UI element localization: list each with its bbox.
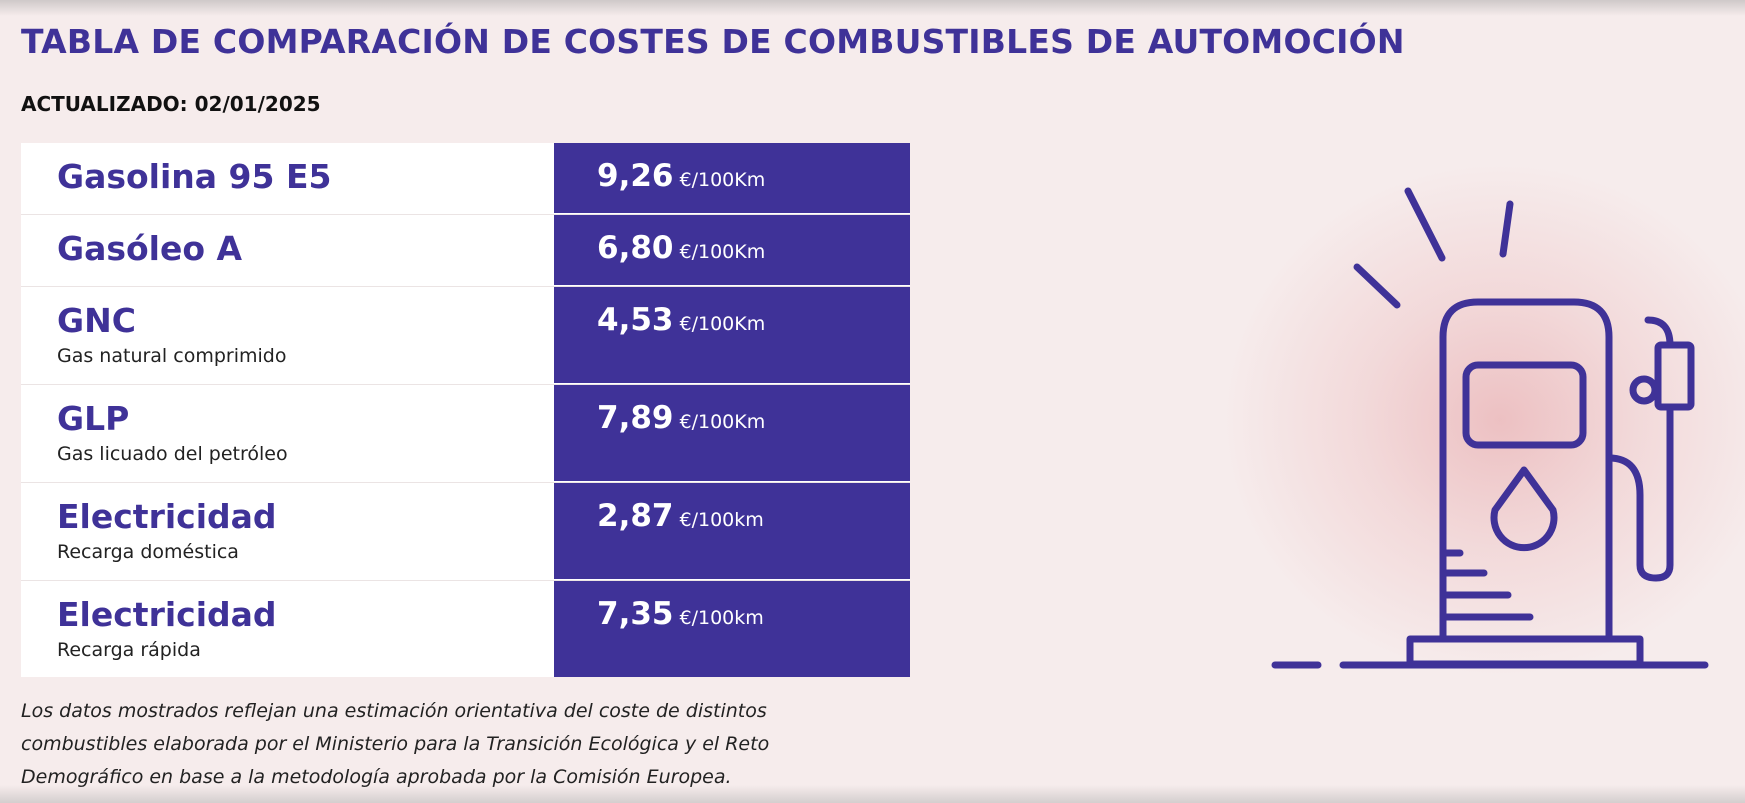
updated-date: ACTUALIZADO: 02/01/2025: [21, 92, 321, 116]
table-row: GNC Gas natural comprimido 4,53 €/100Km: [21, 287, 910, 385]
fuel-price: 7,35: [597, 596, 674, 632]
fuel-name-cell: GLP Gas licuado del petróleo: [21, 385, 554, 482]
fuel-price: 9,26: [597, 158, 674, 194]
fuel-name: GNC: [57, 301, 136, 340]
fuel-price-cell: 7,89 €/100Km: [554, 385, 910, 482]
fuel-price: 2,87: [597, 498, 674, 534]
fuel-name: GLP: [57, 399, 130, 438]
fuel-cost-table: Gasolina 95 E5 9,26 €/100Km Gasóleo A 6,8…: [21, 143, 910, 677]
price-unit: €/100Km: [679, 313, 766, 335]
bottom-shadow: [0, 785, 1745, 803]
fuel-name: Electricidad: [57, 497, 277, 536]
footnote: Los datos mostrados reflejan una estimac…: [21, 700, 770, 788]
fuel-price-cell: 2,87 €/100km: [554, 483, 910, 580]
page-title: TABLA DE COMPARACIÓN DE COSTES DE COMBUS…: [21, 22, 1405, 61]
fuel-price: 7,89: [597, 400, 674, 436]
fuel-name: Electricidad: [57, 595, 277, 634]
fuel-name-cell: Electricidad Recarga rápida: [21, 581, 554, 677]
fuel-subtitle: Recarga rápida: [57, 639, 201, 661]
fuel-price: 6,80: [597, 230, 674, 266]
fuel-price-cell: 9,26 €/100Km: [554, 143, 910, 214]
fuel-price-cell: 7,35 €/100km: [554, 581, 910, 677]
fuel-subtitle: Recarga doméstica: [57, 541, 239, 563]
fuel-name: Gasolina 95 E5: [57, 157, 332, 196]
fuel-name: Gasóleo A: [57, 229, 243, 268]
table-row: Electricidad Recarga rápida 7,35 €/100km: [21, 581, 910, 677]
top-shadow: [0, 0, 1745, 16]
price-unit: €/100km: [679, 607, 764, 629]
table-row: Gasóleo A 6,80 €/100Km: [21, 215, 910, 287]
fuel-name-cell: Electricidad Recarga doméstica: [21, 483, 554, 580]
price-unit: €/100Km: [679, 241, 766, 263]
fuel-price-cell: 4,53 €/100Km: [554, 287, 910, 384]
price-unit: €/100Km: [679, 169, 766, 191]
table-row: Electricidad Recarga doméstica 2,87 €/100…: [21, 483, 910, 581]
table-row: GLP Gas licuado del petróleo 7,89 €/100Km: [21, 385, 910, 483]
price-unit: €/100Km: [679, 411, 766, 433]
fuel-subtitle: Gas natural comprimido: [57, 345, 287, 367]
fuel-name-cell: Gasolina 95 E5: [21, 143, 554, 214]
fuel-name-cell: Gasóleo A: [21, 215, 554, 286]
fuel-price: 4,53: [597, 302, 674, 338]
fuel-subtitle: Gas licuado del petróleo: [57, 443, 288, 465]
fuel-price-cell: 6,80 €/100Km: [554, 215, 910, 286]
price-unit: €/100km: [679, 509, 764, 531]
fuel-name-cell: GNC Gas natural comprimido: [21, 287, 554, 384]
fuel-pump-icon: [1271, 187, 1709, 669]
table-row: Gasolina 95 E5 9,26 €/100Km: [21, 143, 910, 215]
